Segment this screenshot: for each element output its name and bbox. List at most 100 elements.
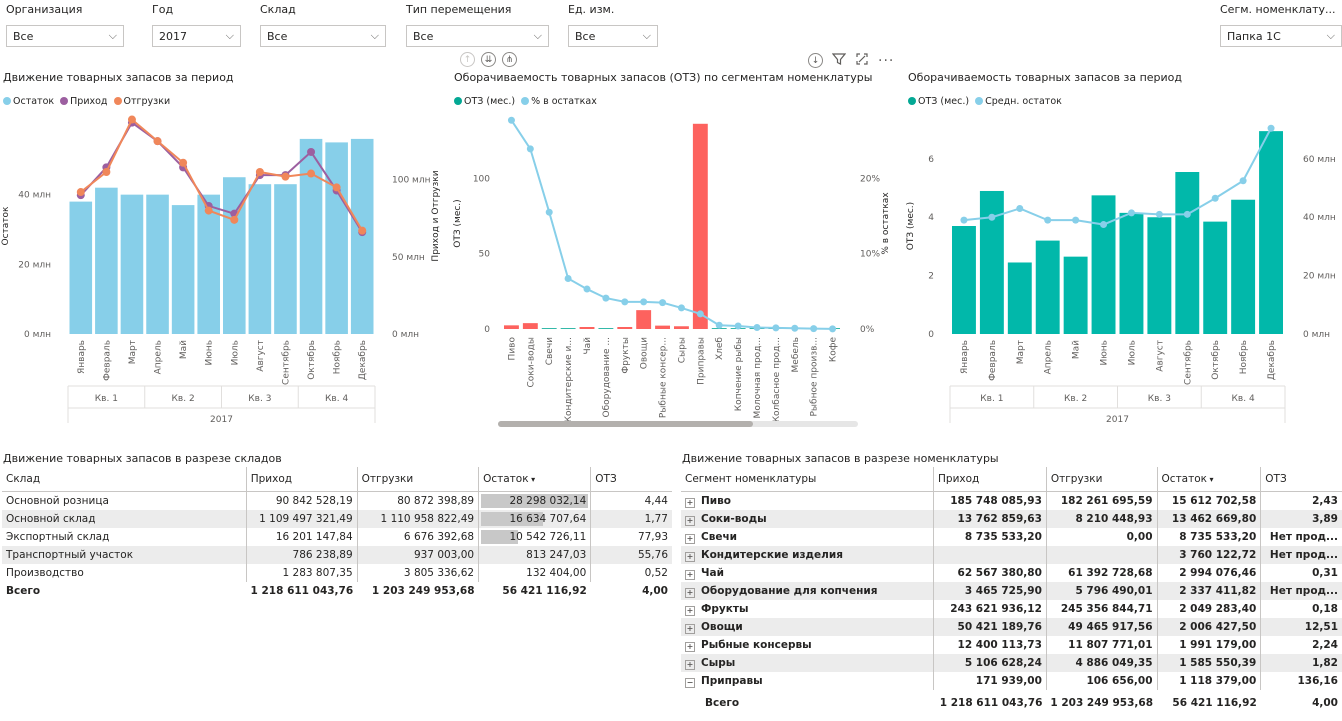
column-header[interactable]: Отгрузки [1045, 467, 1158, 492]
table-row[interactable]: + Овощи 50 421 189,76 49 465 917,56 2 006 42… [681, 618, 1342, 636]
point-pct[interactable] [810, 325, 818, 333]
point-avg[interactable] [1183, 210, 1191, 218]
bar-ostatok[interactable] [69, 201, 93, 334]
point-Отгрузки[interactable] [230, 215, 239, 224]
point-Отгрузки[interactable] [179, 158, 188, 167]
point-pct[interactable] [602, 294, 610, 302]
bar-ostatok[interactable] [223, 177, 246, 334]
point-Отгрузки[interactable] [76, 188, 85, 197]
point-pct[interactable] [791, 324, 799, 332]
point-pct[interactable] [677, 304, 685, 312]
expand-icon[interactable]: + [685, 533, 695, 544]
bar-ostatok[interactable] [120, 194, 144, 334]
bar-otz[interactable] [1175, 172, 1200, 334]
bar-otz[interactable] [522, 323, 538, 329]
table-row[interactable]: + Оборудование для копчения 3 465 725,90 5 … [681, 582, 1342, 600]
bar-ostatok[interactable] [197, 194, 220, 334]
point-avg[interactable] [1016, 204, 1024, 212]
bar-otz[interactable] [541, 328, 557, 329]
column-header[interactable]: Сегмент номенклатуры [681, 467, 934, 492]
table-row[interactable]: + Свечи 8 735 533,20 0,00 8 735 533,20 Нет пр… [681, 528, 1342, 546]
bar-otz[interactable] [579, 327, 595, 329]
bar-ostatok[interactable] [299, 138, 323, 334]
point-Отгрузки[interactable] [127, 115, 136, 124]
legend-item[interactable]: Приход [60, 96, 108, 107]
point-pct[interactable] [829, 325, 837, 333]
bar-ostatok[interactable] [95, 187, 118, 334]
point-pct[interactable] [734, 322, 742, 330]
legend-item[interactable]: Остаток [3, 96, 54, 107]
expand-icon[interactable]: + [685, 587, 695, 598]
bar-otz[interactable] [692, 123, 708, 329]
filter-icon[interactable] [831, 52, 847, 69]
bar-otz[interactable] [1203, 221, 1228, 334]
point-Отгрузки[interactable] [332, 183, 341, 192]
point-Отгрузки[interactable] [153, 137, 162, 146]
table-row[interactable]: + Сыры 5 106 628,24 4 886 049,35 1 585 550,3… [681, 654, 1342, 672]
slicer-dropdown-4[interactable]: Все ⌵ [568, 25, 658, 47]
bar-ostatok[interactable] [350, 138, 374, 334]
table-row[interactable]: + Чай 62 567 380,80 61 392 728,68 2 994 076,… [681, 564, 1342, 582]
point-pct[interactable] [621, 298, 629, 306]
bar-otz[interactable] [1063, 256, 1088, 334]
nomenclature-matrix[interactable]: Сегмент номенклатуры Приход Отгрузки Остато… [681, 467, 1342, 712]
table-row[interactable]: + Рыбные консервы 12 400 113,73 11 807 771,… [681, 636, 1342, 654]
table-row[interactable]: Экспортный склад 16 201 147,84 6 676 392,6… [2, 528, 672, 546]
bar-ostatok[interactable] [274, 184, 297, 334]
bar-ostatok[interactable] [248, 184, 272, 334]
point-pct[interactable] [526, 145, 534, 153]
table-row[interactable]: − Приправы 171 939,00 106 656,00 1 118 379,0… [681, 672, 1342, 690]
column-header[interactable]: Остаток ▾ [1156, 467, 1261, 492]
point-avg[interactable] [1044, 216, 1052, 224]
chart2-svg[interactable]: 0 50 100 0% 10% 20% ОТЗ (мес.) % в остатках Пиво… [450, 108, 900, 430]
slicer-dropdown-3[interactable]: Все ⌵ [406, 25, 549, 47]
bar-otz[interactable] [1259, 131, 1283, 334]
column-header[interactable]: Склад [2, 467, 247, 492]
point-pct[interactable] [583, 285, 591, 293]
slicer-dropdown-5[interactable]: Папка 1С ⌵ [1220, 25, 1342, 47]
bar-otz[interactable] [560, 328, 576, 329]
column-header[interactable]: ОТЗ [590, 467, 672, 492]
chart1-svg[interactable]: 0 млн 20 млн 40 млн 0 млн 50 млн 100 млн Остат… [0, 108, 440, 423]
expand-icon[interactable]: + [685, 551, 695, 562]
drill-down-all-icon[interactable]: ⇊ [481, 52, 496, 67]
bar-ostatok[interactable] [146, 194, 169, 334]
point-pct[interactable] [507, 116, 515, 124]
point-pct[interactable] [640, 298, 648, 306]
expand-icon[interactable]: + [685, 569, 695, 580]
column-header[interactable]: Приход [245, 467, 358, 492]
legend-item[interactable]: % в остатках [521, 96, 597, 107]
bar-otz[interactable] [1091, 195, 1116, 334]
expand-hierarchy-icon[interactable]: ⋔ [502, 52, 517, 67]
slicer-dropdown-1[interactable]: 2017 ⌵ [152, 25, 241, 47]
point-Отгрузки[interactable] [255, 168, 264, 176]
point-avg[interactable] [960, 216, 968, 224]
legend-item[interactable]: Отгрузки [113, 96, 170, 107]
bar-ostatok[interactable] [171, 205, 195, 334]
point-Отгрузки[interactable] [281, 172, 290, 181]
bar-otz[interactable] [979, 190, 1004, 334]
column-header[interactable]: Приход [933, 467, 1047, 492]
point-avg[interactable] [1211, 194, 1219, 202]
bar-ostatok[interactable] [325, 142, 348, 334]
table-row[interactable]: Транспортный участок 786 238,89 937 003,00… [2, 546, 672, 564]
table-row[interactable]: + Соки-воды 13 762 859,63 8 210 448,93 13 46… [681, 510, 1342, 528]
slicer-dropdown-0[interactable]: Все ⌵ [6, 25, 124, 47]
point-Отгрузки[interactable] [307, 169, 316, 178]
point-pct[interactable] [715, 321, 723, 329]
table-row[interactable]: Производство 1 283 807,35 3 805 336,62 132 … [2, 564, 672, 582]
bar-otz[interactable] [655, 325, 670, 329]
point-avg[interactable] [988, 213, 996, 221]
legend-item[interactable]: ОТЗ (мес.) [454, 96, 515, 107]
table-row[interactable]: Основной розница 90 842 528,19 80 872 398,… [2, 491, 672, 510]
bar-otz[interactable] [617, 327, 633, 329]
slicer-dropdown-2[interactable]: Все ⌵ [260, 25, 386, 47]
expand-icon[interactable]: + [685, 623, 695, 634]
column-header[interactable]: Отгрузки [356, 467, 479, 492]
focus-mode-icon[interactable] [855, 52, 869, 69]
bar-otz[interactable] [1231, 199, 1256, 334]
point-avg[interactable] [1155, 210, 1163, 218]
column-header[interactable]: ОТЗ [1260, 467, 1342, 492]
table-row[interactable]: Основной склад 1 109 497 321,49 1 110 958 … [2, 510, 672, 528]
bar-otz[interactable] [1147, 217, 1172, 334]
